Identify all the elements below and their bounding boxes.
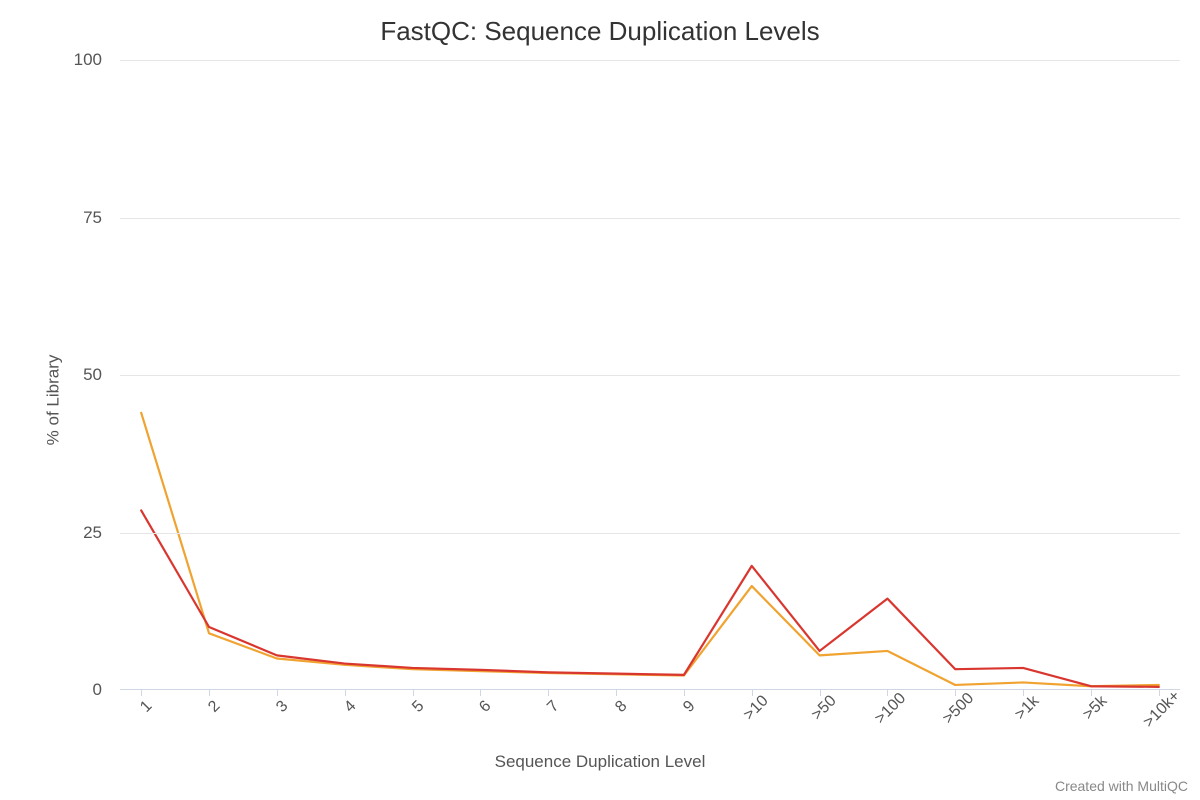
attribution-text: Created with MultiQC <box>1055 778 1188 794</box>
x-tick <box>616 690 617 696</box>
x-tick <box>955 690 956 696</box>
x-tick-label: >50 <box>808 692 840 724</box>
x-tick <box>887 690 888 696</box>
x-tick-label: 5 <box>409 697 428 716</box>
x-tick-label: >1k <box>1012 693 1043 724</box>
x-tick <box>141 690 142 696</box>
x-tick-label: 8 <box>612 697 631 716</box>
x-tick <box>277 690 278 696</box>
grid-line <box>120 375 1180 376</box>
chart-title: FastQC: Sequence Duplication Levels <box>0 16 1200 47</box>
x-tick-label: >5k <box>1080 693 1111 724</box>
x-tick <box>1159 690 1160 696</box>
y-tick-label: 50 <box>83 365 102 385</box>
x-tick-label: 2 <box>205 697 224 716</box>
x-tick-label: 4 <box>341 697 360 716</box>
x-tick <box>684 690 685 696</box>
x-tick <box>480 690 481 696</box>
x-tick <box>345 690 346 696</box>
x-tick <box>1091 690 1092 696</box>
y-tick-label: 0 <box>93 680 102 700</box>
x-tick <box>752 690 753 696</box>
x-tick-label: 6 <box>477 697 496 716</box>
x-tick <box>820 690 821 696</box>
chart-container: FastQC: Sequence Duplication Levels % of… <box>0 0 1200 800</box>
x-tick-label: >10 <box>740 692 772 724</box>
x-tick <box>413 690 414 696</box>
x-tick-label: 1 <box>137 697 156 716</box>
grid-line <box>120 60 1180 61</box>
y-tick-label: 100 <box>74 50 102 70</box>
x-tick-label: >10k+ <box>1140 687 1184 731</box>
x-tick-label: 7 <box>544 697 563 716</box>
x-axis-label: Sequence Duplication Level <box>0 752 1200 772</box>
grid-line <box>120 533 1180 534</box>
grid-line <box>120 218 1180 219</box>
x-tick-label: >500 <box>940 690 978 728</box>
y-axis-label: % of Library <box>43 355 63 446</box>
x-tick-label: 3 <box>273 697 292 716</box>
series-line-series-orange <box>141 413 1159 686</box>
plot-area: 0255075100123456789>10>50>100>500>1k>5k>… <box>120 60 1180 690</box>
x-tick <box>1023 690 1024 696</box>
x-tick <box>209 690 210 696</box>
y-tick-label: 25 <box>83 523 102 543</box>
x-tick-label: 9 <box>680 697 699 716</box>
x-tick-label: >100 <box>872 690 910 728</box>
x-tick <box>548 690 549 696</box>
y-tick-label: 75 <box>83 208 102 228</box>
